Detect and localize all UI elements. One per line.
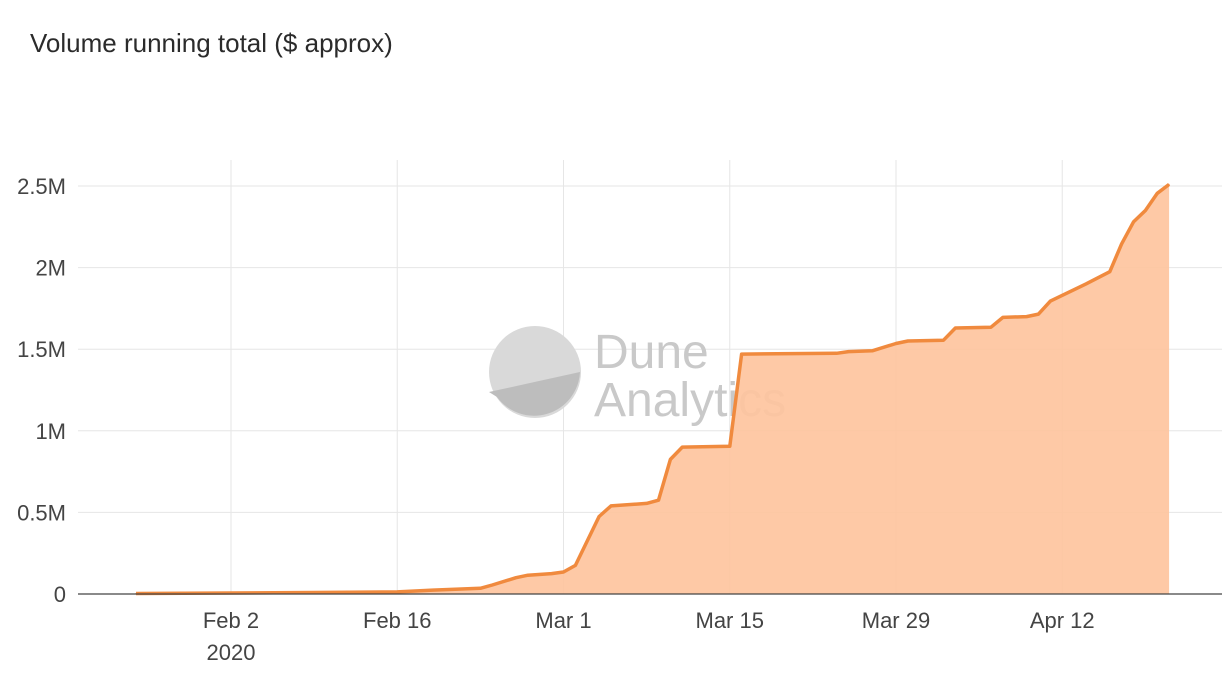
watermark-text-dune: Dune xyxy=(594,326,709,379)
data-point xyxy=(1049,300,1051,302)
data-point xyxy=(230,592,232,594)
data-point xyxy=(871,350,873,352)
data-point xyxy=(574,564,576,566)
data-point xyxy=(1109,271,1111,273)
data-point xyxy=(515,577,517,579)
data-point xyxy=(491,584,493,586)
chart-title: Volume running total ($ approx) xyxy=(30,28,393,58)
x-axis: Feb 2 2020 Feb 16 Mar 1 Mar 15 Mar 29 Apr 12 xyxy=(78,593,1222,665)
y-axis: 0 0.5M 1M 1.5M 2M 2.5M xyxy=(17,174,66,607)
data-point xyxy=(990,326,992,328)
data-point xyxy=(1156,192,1158,194)
x-tick-label: Mar 29 xyxy=(862,608,930,633)
y-tick-label: 0.5M xyxy=(17,500,66,525)
x-tick-label: Mar 1 xyxy=(535,608,591,633)
data-point xyxy=(1002,316,1004,318)
data-point xyxy=(646,502,648,504)
data-point xyxy=(1026,316,1028,318)
data-point xyxy=(313,592,315,594)
data-point xyxy=(1144,209,1146,211)
data-point xyxy=(669,458,671,460)
series-area-fill xyxy=(136,184,1170,594)
data-point xyxy=(658,499,659,501)
data-point xyxy=(610,505,612,507)
data-point xyxy=(551,573,553,575)
data-point xyxy=(1038,313,1039,315)
data-point xyxy=(729,445,731,447)
data-point xyxy=(741,353,743,355)
x-tick-label: Mar 15 xyxy=(696,608,764,633)
data-point xyxy=(1168,183,1170,185)
data-point xyxy=(563,571,564,573)
y-tick-label: 2M xyxy=(35,256,66,281)
x-tick-label: Apr 12 xyxy=(1030,608,1095,633)
data-point xyxy=(943,339,944,341)
series-area xyxy=(135,183,1171,596)
data-point xyxy=(681,446,683,448)
x-tick-sublabel: 2020 xyxy=(207,640,256,665)
y-tick-label: 1.5M xyxy=(17,337,66,362)
data-point xyxy=(1121,243,1123,245)
x-tick-label: Feb 2 xyxy=(203,608,259,633)
data-point xyxy=(907,340,909,342)
data-point xyxy=(527,574,529,576)
x-tick-label: Feb 16 xyxy=(363,608,432,633)
data-point xyxy=(396,591,398,593)
y-tick-label: 0 xyxy=(54,582,66,607)
data-point xyxy=(895,342,897,344)
data-point xyxy=(954,327,956,329)
data-point xyxy=(848,351,849,353)
y-tick-label: 1M xyxy=(35,419,66,444)
y-tick-label: 2.5M xyxy=(17,174,66,199)
data-point xyxy=(432,589,434,591)
data-point xyxy=(1133,221,1134,223)
watermark-circle-shade xyxy=(489,372,580,416)
data-point xyxy=(479,587,481,589)
data-point xyxy=(598,515,600,517)
data-point xyxy=(836,352,838,354)
data-point xyxy=(1085,283,1087,285)
